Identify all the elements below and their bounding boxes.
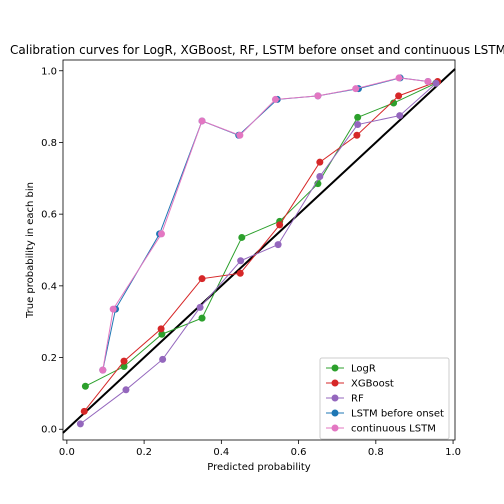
y-tick-label: 0.0	[41, 425, 57, 436]
data-point-xgboost	[198, 275, 206, 283]
data-point-xgboost	[276, 221, 284, 229]
data-point-logr	[354, 113, 362, 121]
series-line-continuous-lstm	[102, 77, 429, 371]
chart-title: Calibration curves for LogR, XGBoost, RF…	[10, 43, 504, 57]
legend-swatch-marker	[331, 409, 339, 417]
data-point-logr	[120, 363, 128, 371]
legend-label: RF	[351, 394, 364, 405]
x-tick-label: 1.0	[445, 447, 461, 458]
x-tick-label: 0.8	[368, 447, 384, 458]
data-point-rf	[76, 420, 84, 428]
data-point-rf	[432, 79, 440, 87]
y-tick-label: 1.0	[41, 66, 57, 77]
data-point-xgboost	[80, 407, 88, 415]
legend-label: continuous LSTM	[351, 424, 436, 435]
plot-area-frame	[62, 59, 456, 441]
y-axis-label: True probability in each bin	[25, 182, 36, 319]
data-point-rf	[316, 173, 324, 181]
x-tick-label: 0.0	[59, 447, 75, 458]
legend-swatch-marker	[331, 424, 339, 432]
data-point-logr	[238, 233, 246, 241]
data-point-rf	[274, 241, 282, 249]
data-point-continuous-lstm	[198, 117, 206, 125]
data-point-xgboost	[316, 158, 324, 166]
series-line-logr	[85, 82, 436, 387]
data-point-rf	[354, 121, 362, 129]
legend-swatch-marker	[331, 394, 339, 402]
data-point-rf	[122, 386, 130, 394]
data-point-logr	[81, 382, 89, 390]
x-axis-label: Predicted probability	[207, 462, 311, 473]
data-point-continuous-lstm	[271, 95, 279, 103]
data-point-xgboost	[157, 325, 165, 333]
data-point-logr	[198, 314, 206, 322]
data-point-logr	[390, 99, 398, 107]
legend-label: LSTM before onset	[351, 409, 444, 420]
legend-label: LogR	[351, 364, 376, 375]
x-tick-label: 0.2	[136, 447, 152, 458]
data-point-continuous-lstm	[157, 230, 165, 238]
legend-swatch-marker	[331, 379, 339, 387]
data-point-xgboost	[120, 357, 128, 365]
legend: LogR XGBoost RF LSTM before onset continuous…	[319, 357, 450, 440]
data-point-rf	[396, 112, 404, 120]
data-point-xgboost	[353, 131, 361, 139]
data-point-continuous-lstm	[236, 131, 244, 139]
data-point-logr	[158, 330, 166, 338]
data-point-continuous-lstm	[395, 74, 403, 82]
y-tick-label: 0.2	[41, 353, 57, 364]
y-tick-label: 0.8	[41, 138, 57, 149]
x-tick-label: 0.4	[213, 447, 229, 458]
data-point-continuous-lstm	[99, 366, 107, 374]
data-point-continuous-lstm	[424, 78, 432, 86]
data-point-continuous-lstm	[352, 85, 360, 93]
data-point-xgboost	[236, 269, 244, 277]
data-point-rf	[237, 257, 245, 265]
y-tick-label: 0.6	[41, 210, 57, 221]
data-point-continuous-lstm	[109, 305, 117, 313]
series-line-lstm-before-onset	[102, 77, 429, 371]
data-point-continuous-lstm	[314, 92, 322, 100]
series-line-xgboost	[83, 81, 438, 412]
x-tick-label: 0.6	[291, 447, 307, 458]
legend-label: XGBoost	[351, 379, 394, 390]
data-point-rf	[196, 303, 204, 311]
y-tick-label: 0.4	[41, 281, 57, 292]
data-point-rf	[159, 355, 167, 363]
series-line-rf	[80, 82, 437, 425]
legend-box	[319, 357, 450, 440]
legend-swatch-marker	[331, 364, 339, 372]
data-point-xgboost	[395, 92, 403, 100]
